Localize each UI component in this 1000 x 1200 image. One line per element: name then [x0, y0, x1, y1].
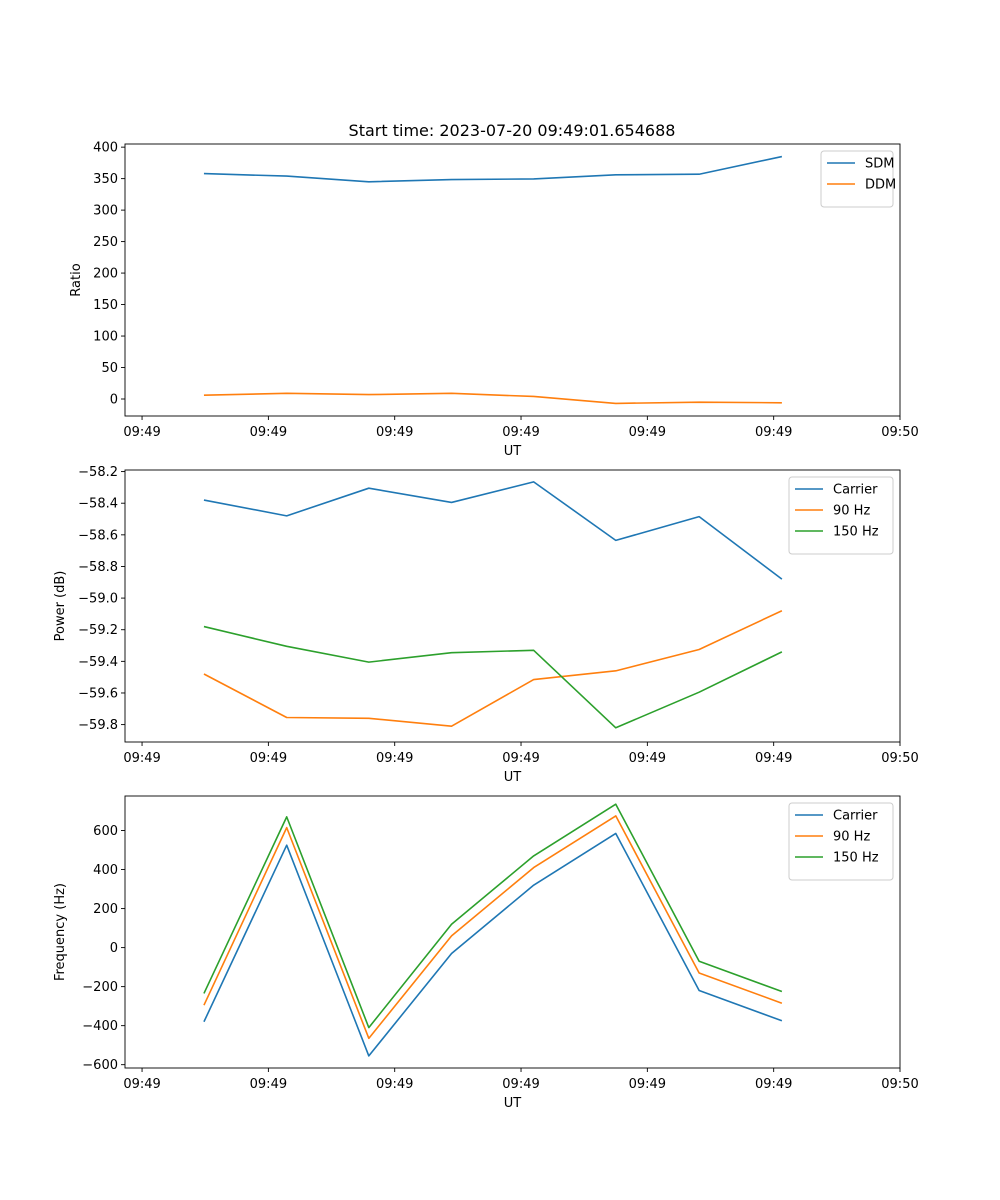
legend-label: SDM	[865, 157, 894, 172]
y-tick-label: −58.2	[78, 465, 118, 480]
series-line-90-hz	[203, 815, 783, 1040]
legend-label: Carrier	[833, 483, 878, 498]
x-tick-label: 09:49	[376, 425, 413, 440]
series-line-ddm	[203, 392, 782, 405]
x-tick-label: 09:49	[755, 1077, 792, 1092]
y-tick-label: −200	[82, 980, 118, 995]
y-tick-label: 600	[93, 824, 118, 839]
x-tick-label: 09:49	[502, 425, 539, 440]
x-tick-label: 09:49	[250, 751, 287, 766]
legend-label: 90 Hz	[833, 504, 870, 519]
power-panel: 09:49 09:49 09:49 09:49 09:49 09:49 09:50 −59.8…	[53, 465, 919, 785]
x-axis-label: UT	[504, 1096, 522, 1111]
legend-box	[788, 476, 894, 555]
series-line-150-hz	[203, 625, 783, 729]
x-tick-label: 09:49	[502, 1077, 539, 1092]
frequency-panel: 09:49 09:49 09:49 09:49 09:49 09:49 09:50 −600 −…	[53, 795, 919, 1111]
legend-label: 150 Hz	[833, 525, 879, 540]
y-axis-label: Power (dB)	[53, 571, 68, 642]
legend-label: DDM	[865, 178, 896, 193]
figure-title: Start time: 2023-07-20 09:49:01.654688	[349, 121, 676, 140]
x-tick-label: 09:49	[755, 425, 792, 440]
x-tick-label: 09:49	[123, 751, 160, 766]
legend-label: 150 Hz	[833, 851, 879, 866]
y-tick-label: 200	[93, 902, 118, 917]
legend: Carrier 90 Hz 150 Hz	[788, 476, 894, 555]
y-tick-label: 250	[93, 235, 118, 250]
ratio-panel: 09:49 09:49 09:49 09:49 09:49 09:49 09:50 0 50 10…	[69, 141, 919, 459]
y-tick-label: 0	[110, 393, 118, 408]
series-line-90-hz	[203, 610, 783, 727]
y-tick-label: −58.8	[78, 560, 118, 575]
x-tick-label: 09:49	[629, 751, 666, 766]
series-line-carrier	[203, 832, 783, 1057]
axes-frame	[124, 143, 901, 417]
x-tick-label: 09:50	[881, 1077, 918, 1092]
legend-box	[820, 150, 894, 208]
y-tick-label: 100	[93, 330, 118, 345]
x-tick-label: 09:49	[502, 751, 539, 766]
y-tick-label: −59.6	[78, 686, 118, 701]
y-tick-label: 200	[93, 267, 118, 282]
series-line-150-hz	[203, 803, 783, 1029]
x-tick-label: 09:49	[250, 1077, 287, 1092]
y-tick-label: −58.4	[78, 497, 118, 512]
y-tick-label: 0	[110, 941, 118, 956]
x-tick-label: 09:49	[755, 751, 792, 766]
y-tick-label: 150	[93, 298, 118, 313]
x-axis-label: UT	[504, 444, 522, 459]
x-tick-label: 09:50	[881, 425, 918, 440]
x-axis-label: UT	[504, 770, 522, 785]
y-axis-label: Ratio	[69, 263, 84, 296]
y-tick-label: −59.8	[78, 718, 118, 733]
y-tick-label: −58.6	[78, 528, 118, 543]
series-line-sdm	[203, 155, 783, 183]
y-tick-label: −59.0	[78, 592, 118, 607]
legend-label: 90 Hz	[833, 830, 870, 845]
y-tick-label: 300	[93, 204, 118, 219]
legend-box	[788, 802, 894, 881]
y-tick-label: 350	[93, 172, 118, 187]
x-tick-label: 09:49	[629, 1077, 666, 1092]
y-tick-label: 400	[93, 141, 118, 156]
y-tick-label: 400	[93, 863, 118, 878]
legend: Carrier 90 Hz 150 Hz	[788, 802, 894, 881]
y-tick-label: −600	[82, 1058, 118, 1073]
legend: SDM DDM	[820, 150, 896, 208]
series-line-carrier	[203, 481, 783, 580]
axes-frame	[124, 469, 901, 743]
x-tick-label: 09:49	[376, 1077, 413, 1092]
x-tick-label: 09:49	[376, 751, 413, 766]
y-axis-label: Frequency (Hz)	[53, 883, 68, 981]
chart-panels: 09:49 09:49 09:49 09:49 09:49 09:49 09:50 0 50 10…	[53, 141, 919, 1111]
x-tick-label: 09:50	[881, 751, 918, 766]
axes-frame	[124, 795, 901, 1069]
x-tick-label: 09:49	[250, 425, 287, 440]
x-tick-label: 09:49	[629, 425, 666, 440]
y-tick-label: −59.2	[78, 623, 118, 638]
y-tick-label: −400	[82, 1019, 118, 1034]
legend-label: Carrier	[833, 809, 878, 824]
x-tick-label: 09:49	[123, 1077, 160, 1092]
y-tick-label: 50	[101, 361, 118, 376]
y-tick-label: −59.4	[78, 655, 118, 670]
x-tick-label: 09:49	[123, 425, 160, 440]
